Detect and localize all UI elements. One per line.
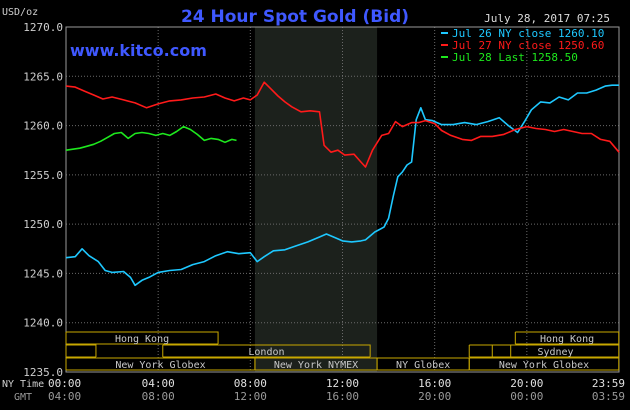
- y-tick-label: 1245.0: [23, 267, 63, 280]
- x-tick-label-ny: 20:00: [510, 377, 543, 390]
- y-tick-label: 1240.0: [23, 317, 63, 330]
- session-label: New York NYMEX: [274, 360, 358, 371]
- session-bar: Hong Kong: [514, 331, 620, 345]
- y-tick-label: 1270.0: [23, 21, 63, 34]
- x-tick-label-gmt: 04:00: [48, 390, 81, 403]
- series-line: [65, 81, 620, 168]
- session-bar: New York Globex: [468, 357, 620, 371]
- brand-watermark: www.kitco.com: [70, 41, 207, 60]
- price-lines: [65, 81, 620, 287]
- legend-entry: Jul 28 Last 1258.50: [452, 51, 578, 64]
- chart-title: 24 Hour Spot Gold (Bid): [181, 7, 409, 27]
- nymex-session-band: [254, 27, 378, 372]
- y-axis-ticks: 1270.0 1265.0 1260.0 1255.0 1250.0 1245.0 1240…: [23, 21, 63, 379]
- session-bar: [65, 344, 97, 358]
- session-label: Hong Kong: [115, 334, 169, 345]
- x-tick-label-gmt: 16:00: [326, 390, 359, 403]
- session-label: NY Globex: [396, 360, 450, 371]
- x-tick-label-ny: 04:00: [142, 377, 175, 390]
- x-tick-label-gmt: 08:00: [142, 390, 175, 403]
- y-tick-label: 1265.0: [23, 70, 63, 83]
- session-bar: Hong Kong: [65, 331, 219, 345]
- x-tick-label-gmt: 00:00: [510, 390, 543, 403]
- session-label: New York Globex: [115, 360, 205, 371]
- x-row-label-gmt: GMT: [14, 392, 32, 403]
- x-row-label-ny: NY Time: [2, 379, 44, 390]
- session-label: London: [248, 347, 284, 358]
- x-tick-label-ny: 12:00: [326, 377, 359, 390]
- x-tick-label-ny: 16:00: [418, 377, 451, 390]
- grid-lines: [65, 26, 620, 373]
- x-tick-label-gmt: 03:59: [592, 390, 625, 403]
- session-bar: Sydney: [491, 344, 620, 358]
- x-tick-label-gmt: 12:00: [234, 390, 267, 403]
- y-unit-label: USD/oz: [2, 7, 38, 18]
- legend-entry: Jul 26 NY close 1260.10: [452, 27, 604, 40]
- market-sessions: Hong Kong Hong Kong London Sydney New York G…: [65, 331, 620, 371]
- series-line: [65, 125, 237, 151]
- x-axis-ticks: 00:0004:0004:0008:0008:0012:0012:0016:00…: [48, 377, 625, 403]
- plot-border: [65, 26, 620, 373]
- timestamp: July 28, 2017 07:25: [484, 12, 610, 25]
- session-label: Sydney: [537, 347, 573, 358]
- session-label: Hong Kong: [540, 334, 594, 345]
- x-tick-label-gmt: 20:00: [418, 390, 451, 403]
- y-tick-label: 1260.0: [23, 120, 63, 133]
- x-tick-label-ny: 23:59: [592, 377, 625, 390]
- x-tick-label-ny: 08:00: [234, 377, 267, 390]
- y-tick-label: 1250.0: [23, 218, 63, 231]
- session-label: New York Globex: [499, 360, 589, 371]
- x-tick-label-ny: 00:00: [48, 377, 81, 390]
- y-tick-label: 1235.0: [23, 366, 63, 379]
- session-bar: London: [162, 344, 371, 358]
- series-line: [65, 84, 619, 287]
- legend-entry: Jul 27 NY close 1250.60: [452, 39, 604, 52]
- y-tick-label: 1255.0: [23, 169, 63, 182]
